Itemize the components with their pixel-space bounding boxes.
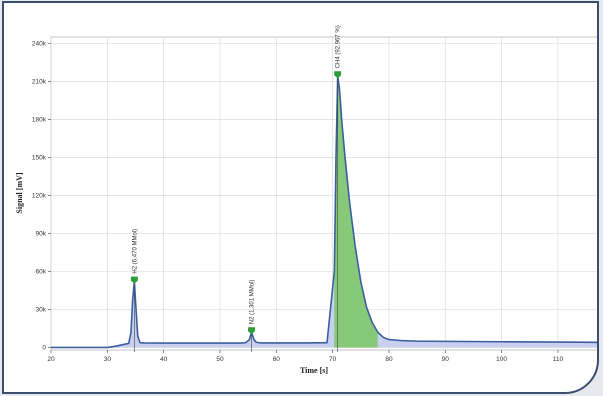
signal-line-group — [51, 75, 597, 349]
x-tick-label: 60 — [273, 356, 281, 363]
y-tick-label: 60k — [36, 269, 47, 276]
peak-area — [334, 76, 378, 348]
y-tick-label: 210k — [32, 79, 47, 86]
y-tick-label: 150k — [32, 155, 47, 162]
signal-line — [51, 75, 597, 349]
y-tick-label: 30k — [36, 307, 47, 314]
x-tick-label: 110 — [553, 356, 564, 363]
x-tick-label: 40 — [160, 356, 168, 363]
peak-markers: H2 (6.470 MMol) N2 (1.301 MMol) CH4 (92.96… — [130, 25, 342, 352]
x-axis-ticks: 20 30 40 50 60 70 80 90 100 110 — [47, 350, 563, 363]
chromatogram-chart: H2 (6.470 MMol) N2 (1.301 MMol) CH4 (92.96… — [15, 25, 597, 375]
x-tick-label: 20 — [47, 356, 55, 363]
x-axis-title: Time [s] — [300, 366, 328, 375]
peak-label: N2 (1.301 MMol) — [250, 280, 256, 325]
peak-marker-icon — [248, 327, 256, 335]
peak-label: CH4 (92.967 %) — [336, 25, 342, 68]
y-tick-label: 240k — [32, 41, 47, 48]
x-tick-label: 100 — [496, 356, 507, 363]
x-tick-label: 70 — [329, 356, 337, 363]
peak-marker-icon — [130, 276, 138, 284]
y-tick-label: 180k — [32, 117, 47, 124]
y-axis-ticks: 0 30k 60k 90k 120k 150k 180k 210k 240k — [32, 41, 51, 352]
plot-area — [50, 36, 597, 351]
peak-fill-ch4 — [334, 76, 378, 348]
grid — [50, 37, 597, 350]
x-tick-label: 50 — [216, 356, 224, 363]
y-tick-label: 120k — [32, 193, 47, 200]
x-tick-label: 80 — [385, 356, 393, 363]
x-tick-label: 90 — [442, 356, 450, 363]
x-tick-label: 30 — [104, 356, 112, 363]
peak-marker-icon — [334, 71, 342, 79]
peak-label: H2 (6.470 MMol) — [132, 229, 138, 274]
y-tick-label: 0 — [42, 345, 46, 352]
y-axis-title: Signal [mV] — [15, 172, 24, 213]
y-tick-label: 90k — [36, 231, 47, 238]
